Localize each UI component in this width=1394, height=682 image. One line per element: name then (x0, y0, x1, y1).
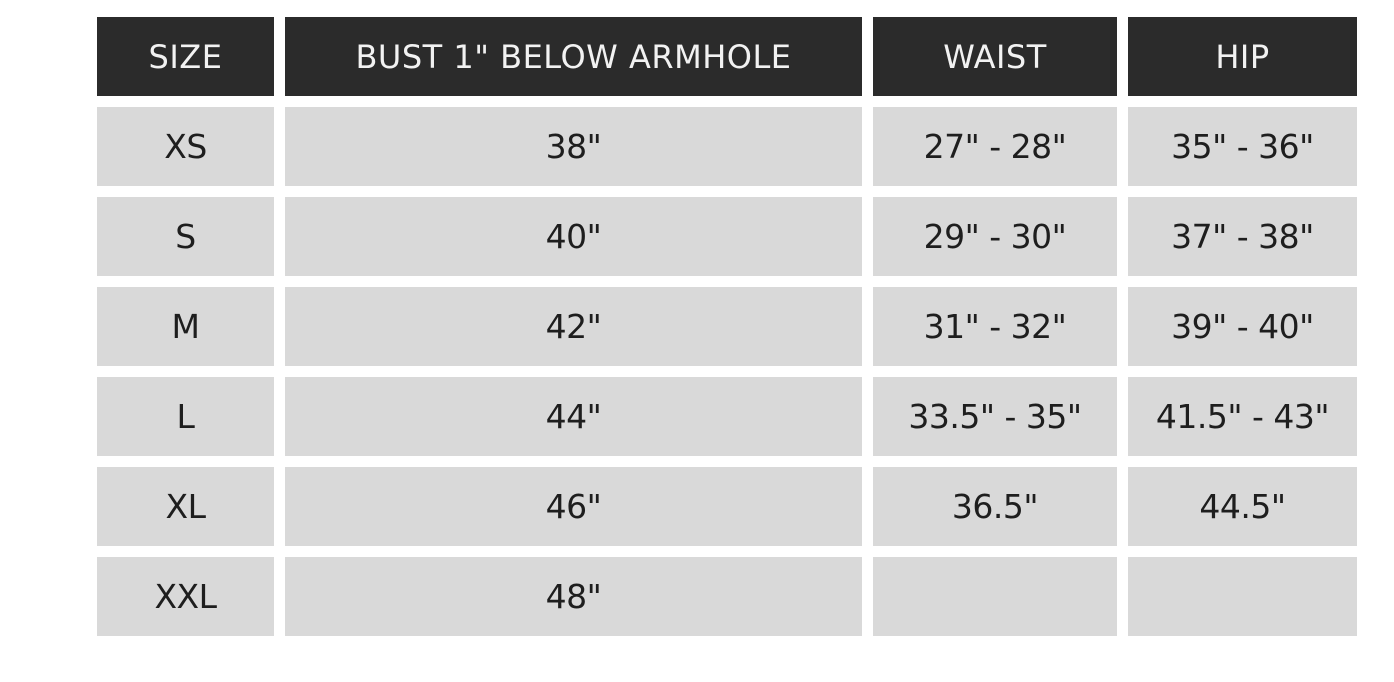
cell-bust: 46" (285, 467, 862, 546)
cell-bust: 42" (285, 287, 862, 366)
size-chart-table: SIZE BUST 1" BELOW ARMHOLE WAIST HIP XS 38" 27… (97, 17, 1357, 636)
cell-size: M (97, 287, 274, 366)
cell-size: S (97, 197, 274, 276)
cell-waist: 31" - 32" (873, 287, 1117, 366)
cell-waist: 33.5" - 35" (873, 377, 1117, 456)
cell-hip: 41.5" - 43" (1128, 377, 1357, 456)
cell-waist: 27" - 28" (873, 107, 1117, 186)
cell-bust: 38" (285, 107, 862, 186)
cell-size: XL (97, 467, 274, 546)
cell-size: XS (97, 107, 274, 186)
cell-waist: 36.5" (873, 467, 1117, 546)
cell-hip: 37" - 38" (1128, 197, 1357, 276)
cell-bust: 48" (285, 557, 862, 636)
cell-waist: 29" - 30" (873, 197, 1117, 276)
cell-hip: 44.5" (1128, 467, 1357, 546)
cell-bust: 44" (285, 377, 862, 456)
cell-hip (1128, 557, 1357, 636)
cell-hip: 39" - 40" (1128, 287, 1357, 366)
cell-size: L (97, 377, 274, 456)
header-size: SIZE (97, 17, 274, 96)
cell-hip: 35" - 36" (1128, 107, 1357, 186)
cell-bust: 40" (285, 197, 862, 276)
header-hip: HIP (1128, 17, 1357, 96)
cell-size: XXL (97, 557, 274, 636)
header-waist: WAIST (873, 17, 1117, 96)
header-bust: BUST 1" BELOW ARMHOLE (285, 17, 862, 96)
cell-waist (873, 557, 1117, 636)
